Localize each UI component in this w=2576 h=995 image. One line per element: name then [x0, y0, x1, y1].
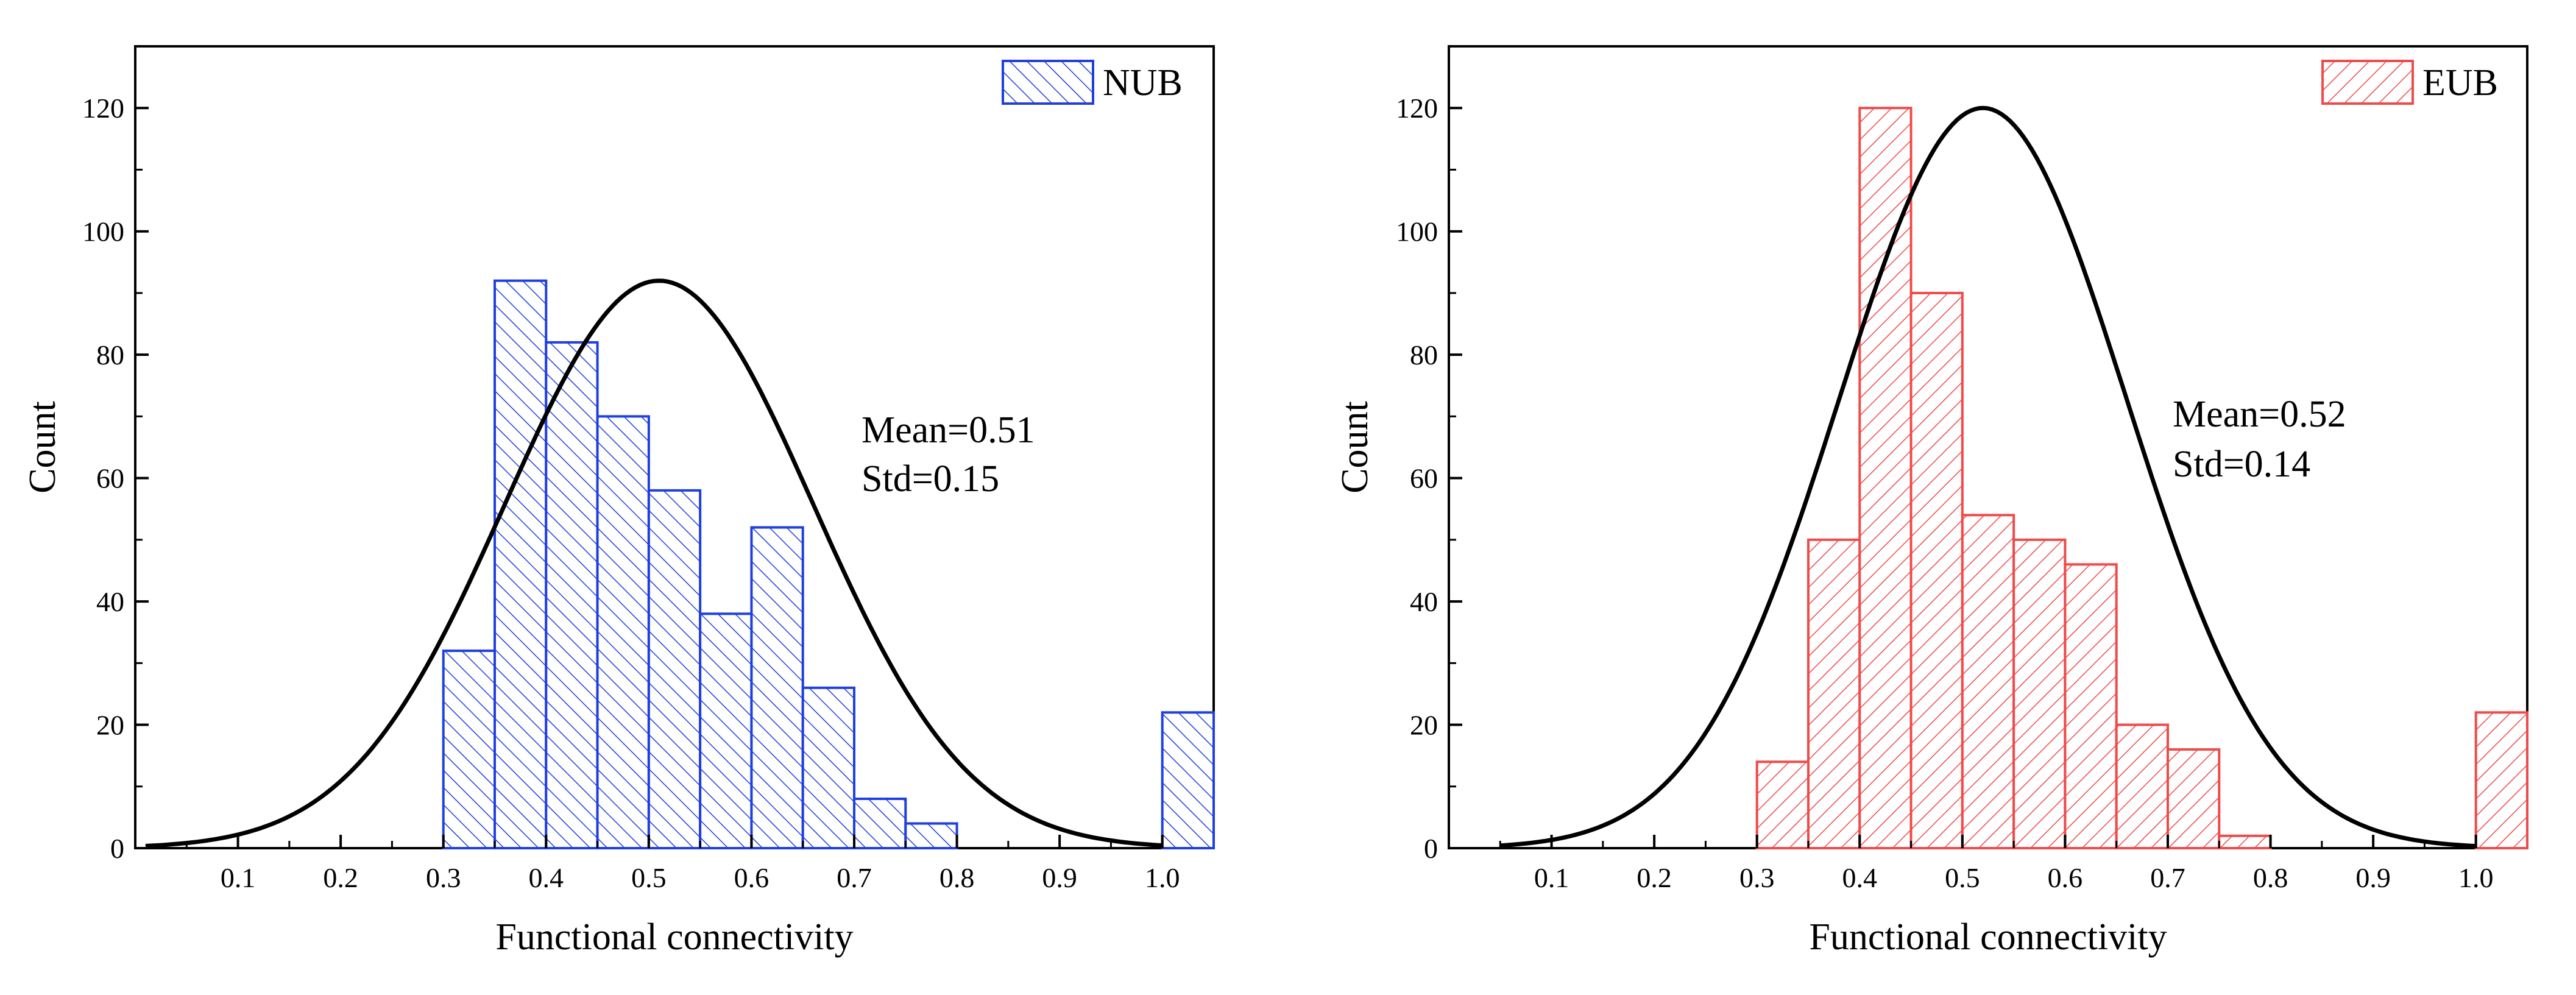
right-y-tick-label: 0 — [1424, 833, 1438, 864]
right-x-tick-label: 0.7 — [2150, 862, 2185, 893]
left-normal-curve — [145, 278, 1162, 848]
right-y-tick-label: 20 — [1410, 710, 1438, 741]
left-x-tick-label: 0.6 — [734, 862, 770, 893]
right-chart: 0 20 40 60 80 100 120 0.1 0.2 0.3 0.4 0.5 0.6 0.7 0.8… — [1334, 45, 2529, 958]
left-mean-text: Mean=0.51 — [862, 409, 1035, 451]
right-bar-8 — [2167, 748, 2221, 849]
left-chart: 0 20 40 60 80 100 120 0.1 0.2 0.3 0.4 0.5 0.6 0.7 0.8… — [22, 45, 1215, 958]
left-x-tick-label: 0.3 — [426, 862, 461, 893]
right-mean-text: Mean=0.52 — [2173, 394, 2346, 435]
right-bar-9 — [2218, 834, 2272, 850]
left-y-axis-label: Count — [22, 401, 63, 494]
left-bar-7 — [801, 686, 855, 850]
right-bar-7 — [2115, 723, 2170, 849]
left-x-axis-label: Functional connectivity — [495, 916, 853, 958]
right-normal-curve — [1500, 105, 2476, 849]
left-x-tick-label: 1.0 — [1145, 862, 1180, 893]
right-bar-6 — [2064, 563, 2118, 849]
left-bar-8 — [853, 798, 907, 849]
right-std-text: Std=0.14 — [2173, 444, 2310, 485]
left-bar-10 — [1161, 711, 1215, 850]
right-x-tick-label: 0.2 — [1637, 862, 1672, 893]
right-x-tick-label: 0.3 — [1739, 862, 1775, 893]
right-y-tick-label: 120 — [1396, 93, 1438, 124]
right-x-tick-label: 1.0 — [2458, 862, 2494, 893]
left-bars — [442, 279, 1215, 850]
left-x-tick-label: 0.9 — [1042, 862, 1077, 893]
left-y-tick-label: 60 — [96, 463, 124, 494]
left-bar-2 — [545, 341, 599, 849]
right-bar-0 — [1755, 760, 1810, 850]
left-bar-9 — [904, 822, 958, 849]
right-y-ticks: 0 20 40 60 80 100 120 — [1396, 93, 1462, 864]
right-y-tick-label: 100 — [1396, 216, 1438, 247]
left-x-tick-label: 0.1 — [221, 862, 256, 893]
right-bar-3 — [1909, 291, 1964, 849]
right-bar-1 — [1807, 538, 1861, 849]
right-x-tick-label: 0.6 — [2048, 862, 2083, 893]
right-bar-10 — [2474, 711, 2529, 850]
left-y-tick-label: 20 — [96, 710, 124, 741]
left-x-tick-label: 0.7 — [837, 862, 872, 893]
left-x-tick-label: 0.8 — [939, 862, 975, 893]
left-legend-label: NUB — [1103, 62, 1183, 104]
left-bar-3 — [596, 415, 650, 849]
right-y-tick-label: 40 — [1410, 586, 1438, 617]
left-bar-4 — [647, 489, 702, 849]
left-y-tick-label: 120 — [82, 93, 124, 124]
left-std-text: Std=0.15 — [862, 458, 999, 500]
right-legend-swatch — [2321, 60, 2414, 105]
left-y-tick-label: 0 — [110, 833, 124, 864]
right-bar-2 — [1858, 107, 1913, 850]
left-legend-swatch — [1002, 60, 1094, 105]
left-y-tick-label: 80 — [96, 339, 124, 370]
left-bar-1 — [494, 279, 548, 849]
right-y-tick-label: 80 — [1410, 339, 1438, 370]
right-x-tick-label: 0.8 — [2253, 862, 2288, 893]
left-x-tick-label: 0.5 — [631, 862, 667, 893]
left-bar-0 — [442, 650, 497, 849]
right-bars — [1755, 107, 2529, 850]
left-y-tick-label: 100 — [82, 216, 124, 247]
left-bar-5 — [699, 612, 753, 849]
right-bar-4 — [1961, 514, 2015, 849]
right-x-axis-label: Functional connectivity — [1809, 916, 2167, 958]
left-y-tick-label: 40 — [96, 586, 124, 617]
left-bar-6 — [750, 526, 804, 849]
left-x-tick-label: 0.2 — [323, 862, 358, 893]
right-bar-5 — [2012, 538, 2067, 849]
right-x-tick-label: 0.9 — [2355, 862, 2391, 893]
right-y-axis-label: Count — [1334, 401, 1376, 494]
left-x-tick-label: 0.4 — [529, 862, 564, 893]
left-y-ticks: 0 20 40 60 80 100 120 — [82, 93, 149, 864]
right-legend-label: EUB — [2422, 62, 2498, 104]
right-x-tick-label: 0.5 — [1945, 862, 1980, 893]
right-y-tick-label: 60 — [1410, 463, 1438, 494]
left-x-ticks: 0.1 0.2 0.3 0.4 0.5 0.6 0.7 0.8 0.9 1.0 — [185, 835, 1180, 893]
right-x-ticks: 0.1 0.2 0.3 0.4 0.5 0.6 0.7 0.8 0.9 1.0 — [1499, 835, 2494, 893]
right-x-tick-label: 0.4 — [1842, 862, 1878, 893]
right-x-tick-label: 0.1 — [1534, 862, 1569, 893]
